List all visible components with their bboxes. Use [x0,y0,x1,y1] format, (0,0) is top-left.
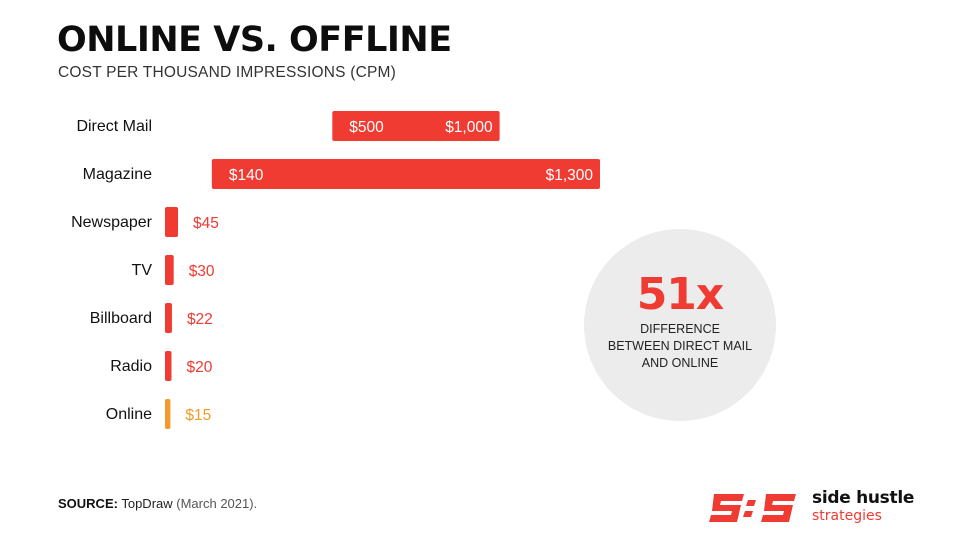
category-label-magazine: Magazine [83,166,152,183]
callout-value: 51x [636,269,725,320]
source-date: (March 2021). [176,496,258,511]
category-label-billboard: Billboard [90,310,152,327]
source-name: TopDraw [121,496,173,511]
brand-name-line-1: side hustle [812,488,915,508]
bar-magazine [211,159,600,189]
bar-billboard [165,303,172,333]
bar-newspaper [165,207,178,237]
source-note: SOURCE: TopDraw (March 2021). [58,496,257,511]
brand-logo-icon [709,494,796,522]
bar-direct-mail [332,111,500,141]
chart-subtitle: COST PER THOUSAND IMPRESSIONS (CPM) [58,64,396,81]
bar-value-label-tv: $30 [189,263,215,280]
category-label-newspaper: Newspaper [71,214,153,231]
bar-online [165,399,171,429]
bar-tv [165,255,174,285]
category-label-online: Online [106,406,152,423]
source-label: SOURCE: [58,496,118,511]
category-label-tv: TV [132,262,153,279]
category-label-direct-mail: Direct Mail [76,118,152,135]
bar-value-label-online: $15 [185,407,211,424]
bar-high-label-magazine: $1,300 [546,167,594,184]
callout-line-2: BETWEEN DIRECT MAIL [607,339,753,353]
bar-value-label-newspaper: $45 [193,215,219,232]
bar-low-label-magazine: $140 [229,167,264,184]
callout-text: DIFFERENCE BETWEEN DIRECT MAIL AND ONLIN… [594,321,766,372]
callout-line-3: AND ONLINE [641,356,719,370]
bar-value-label-billboard: $22 [187,311,213,328]
bar-low-label-direct-mail: $500 [349,119,384,136]
chart-title: ONLINE VS. OFFLINE [57,20,452,60]
bar-radio [165,351,172,381]
bar-value-label-radio: $20 [187,359,213,376]
bar-high-label-direct-mail: $1,000 [445,119,493,136]
brand-name-line-2: strategies [812,508,882,524]
callout-line-1: DIFFERENCE [640,322,720,336]
callout-bubble: 51x DIFFERENCE BETWEEN DIRECT MAIL AND O… [584,229,776,421]
category-label-radio: Radio [110,358,152,375]
